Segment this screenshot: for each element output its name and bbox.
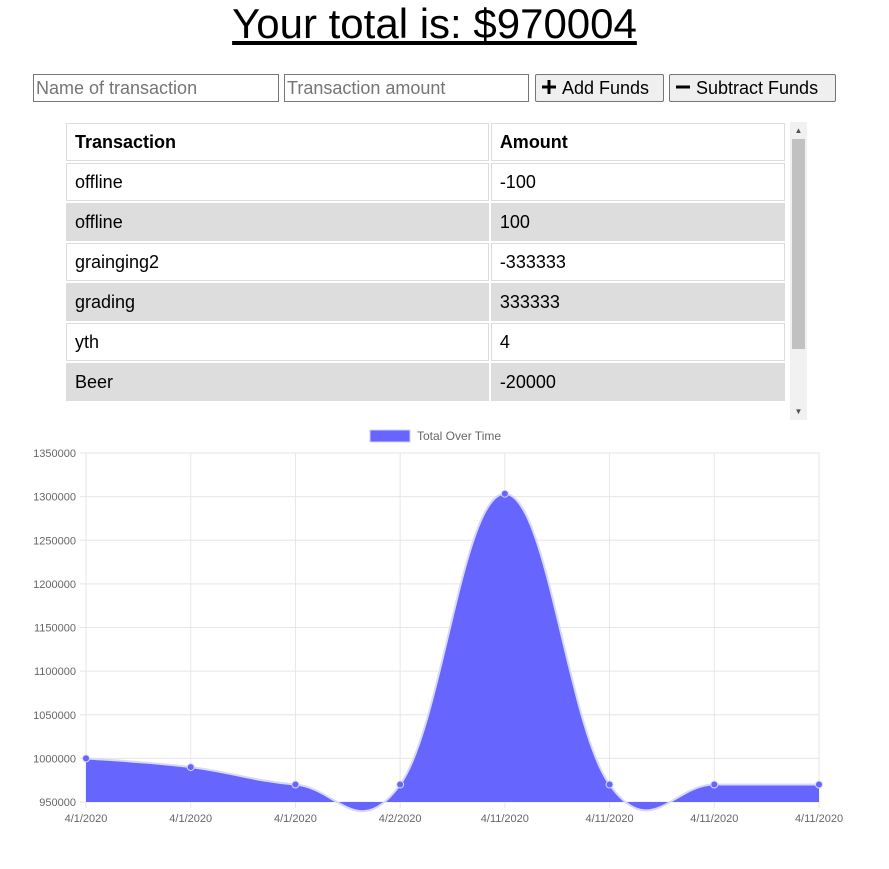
column-header-transaction: Transaction — [66, 123, 489, 161]
scrollbar-thumb[interactable] — [792, 139, 805, 349]
x-tick-label: 4/11/2020 — [795, 813, 843, 825]
x-tick-label: 4/11/2020 — [690, 813, 738, 825]
transaction-amount-cell: 100 — [490, 203, 785, 241]
transaction-name-cell: offline — [66, 163, 489, 201]
transaction-amount-cell: 333333 — [490, 283, 785, 321]
transaction-name-cell: grading — [66, 283, 489, 321]
series-area-fill — [86, 493, 819, 812]
legend-swatch — [369, 429, 411, 443]
chart-points — [82, 489, 823, 789]
data-point[interactable] — [500, 489, 509, 498]
subtract-funds-label: Subtract Funds — [696, 77, 819, 98]
transaction-name-cell: Beer — [66, 363, 489, 401]
chart-legend: Total Over Time — [369, 429, 501, 443]
y-tick-label: 1300000 — [33, 492, 76, 504]
y-tick-label: 950000 — [39, 797, 76, 809]
scroll-down-arrow-icon[interactable]: ▼ — [794, 407, 803, 416]
add-funds-button[interactable]: Add Funds — [535, 74, 664, 102]
y-tick-label: 1050000 — [33, 710, 76, 722]
chart-area-layer — [85, 492, 820, 813]
y-tick-label: 1000000 — [33, 753, 76, 765]
transaction-amount-cell: 4 — [490, 323, 785, 361]
subtract-funds-button[interactable]: Subtract Funds — [669, 74, 836, 102]
x-tick-label: 4/11/2020 — [481, 813, 529, 825]
x-tick-label: 4/1/2020 — [65, 813, 108, 825]
add-funds-label: Add Funds — [562, 77, 650, 98]
x-tick-label: 4/2/2020 — [379, 813, 422, 825]
transaction-amount-input[interactable] — [284, 74, 529, 102]
series-line — [85, 492, 820, 813]
table-scrollbar[interactable]: ▲ ▼ — [790, 122, 807, 420]
x-tick-label: 4/1/2020 — [169, 813, 212, 825]
table-row: grainging2 -333333 — [66, 243, 785, 281]
data-point[interactable] — [396, 780, 405, 789]
table-row: grading 333333 — [66, 283, 785, 321]
table-header-row: Transaction Amount — [66, 123, 785, 161]
table-row: yth 4 — [66, 323, 785, 361]
data-point[interactable] — [710, 780, 719, 789]
transaction-name-cell: yth — [66, 323, 489, 361]
transaction-amount-cell: -20000 — [490, 363, 785, 401]
y-tick-label: 1250000 — [33, 535, 76, 547]
y-tick-label: 1100000 — [34, 666, 76, 678]
y-tick-label: 1200000 — [33, 579, 76, 591]
total-over-time-chart: 950000 1000000 1050000 1100000 1150000 120000… — [33, 429, 843, 825]
legend-label: Total Over Time — [417, 429, 501, 443]
table-row: offline 100 — [66, 203, 785, 241]
column-header-amount: Amount — [490, 123, 785, 161]
total-heading: Your total is: $970004 — [232, 0, 637, 47]
y-axis-ticks: 950000 1000000 1050000 1100000 1150000 120000… — [33, 448, 76, 809]
x-tick-label: 4/1/2020 — [274, 813, 317, 825]
y-tick-label: 1350000 — [33, 448, 76, 460]
transactions-table: Transaction Amount offline -100 offline … — [66, 122, 787, 403]
plus-icon — [542, 78, 556, 99]
data-point[interactable] — [815, 780, 823, 789]
x-axis-ticks: 4/1/2020 4/1/2020 4/1/2020 4/2/2020 4/11/202… — [65, 813, 843, 825]
data-point[interactable] — [186, 763, 195, 772]
table-row: Beer -20000 — [66, 363, 785, 401]
x-tick-label: 4/11/2020 — [586, 813, 634, 825]
scroll-up-arrow-icon[interactable]: ▲ — [794, 126, 803, 135]
transactions-table-container[interactable]: Transaction Amount offline -100 offline … — [66, 122, 806, 420]
data-point[interactable] — [605, 780, 614, 789]
transaction-name-cell: grainging2 — [66, 243, 489, 281]
transaction-name-input[interactable] — [33, 74, 279, 102]
transaction-amount-cell: -333333 — [490, 243, 785, 281]
y-tick-label: 1150000 — [34, 623, 76, 635]
transaction-amount-cell: -100 — [490, 163, 785, 201]
minus-icon — [676, 78, 690, 99]
transaction-name-cell: offline — [66, 203, 489, 241]
table-row: offline -100 — [66, 163, 785, 201]
data-point[interactable] — [291, 780, 300, 789]
data-point[interactable] — [82, 754, 90, 763]
